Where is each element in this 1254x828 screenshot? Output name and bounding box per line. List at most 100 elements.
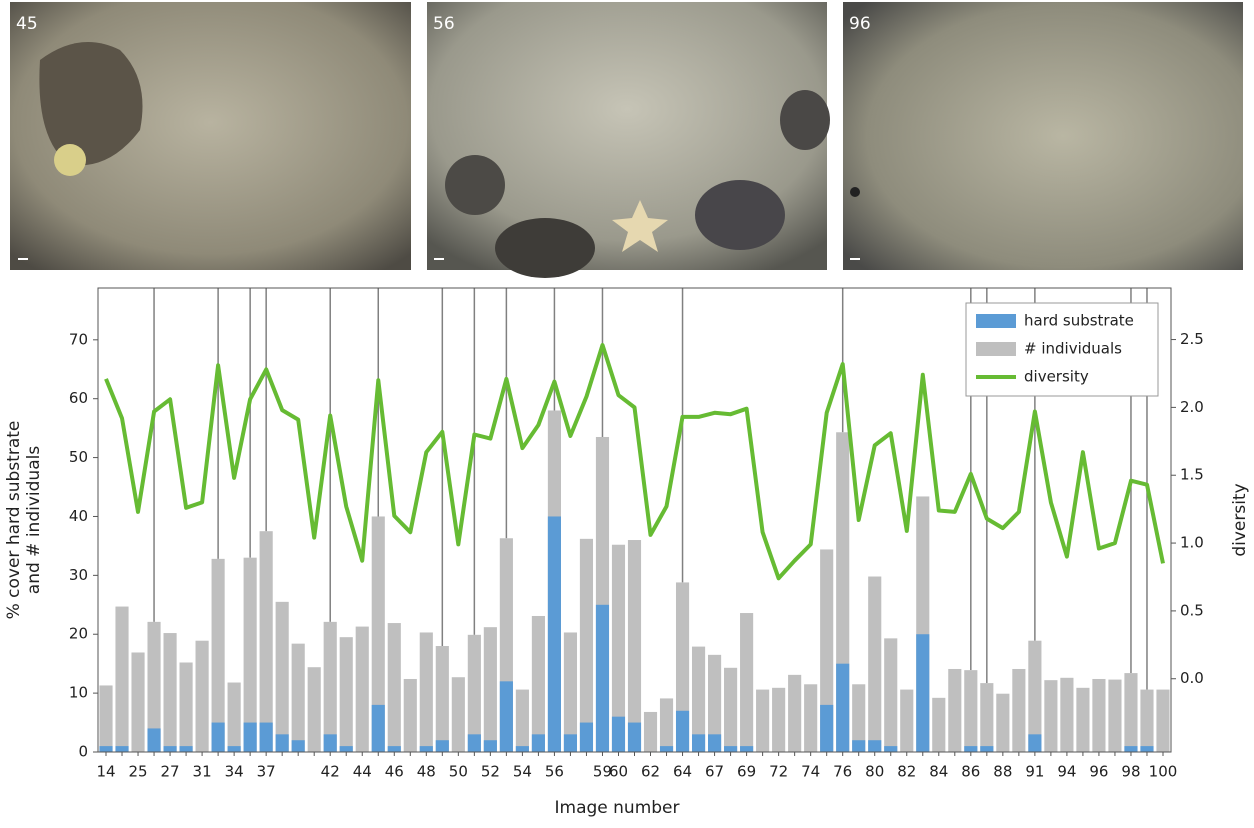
x-tick-label: 31 <box>193 763 212 781</box>
bar <box>900 689 914 752</box>
bar <box>483 627 497 752</box>
bar <box>852 740 866 752</box>
x-tick-label: 80 <box>865 763 884 781</box>
bar <box>99 746 113 752</box>
bar <box>291 740 305 752</box>
bar <box>691 734 706 752</box>
x-tick-label: 25 <box>128 763 147 781</box>
x-tick-label: 27 <box>161 763 180 781</box>
bar <box>435 646 449 752</box>
y2-tick-label: 1.5 <box>1180 466 1204 484</box>
bar <box>419 746 433 752</box>
bar <box>1076 687 1090 752</box>
y-axis-label: and # individuals <box>24 446 44 595</box>
bar <box>1124 673 1138 752</box>
y2-tick-label: 2.5 <box>1180 330 1204 348</box>
bar <box>724 746 738 752</box>
bar <box>675 582 690 752</box>
legend-label: diversity <box>1024 368 1089 386</box>
x-tick-label: 76 <box>833 763 852 781</box>
x-tick-label: 44 <box>353 763 372 781</box>
bar <box>611 716 626 752</box>
bar <box>691 646 706 752</box>
bar <box>1156 689 1170 752</box>
bar <box>243 722 257 752</box>
bar <box>1028 640 1042 752</box>
bar <box>227 746 241 752</box>
x-tick-label: 72 <box>769 763 788 781</box>
bar <box>868 576 882 752</box>
x-tick-label: 50 <box>449 763 468 781</box>
bar <box>756 689 770 752</box>
x-tick-label: 88 <box>993 763 1012 781</box>
bar <box>483 740 497 752</box>
bar <box>820 704 834 752</box>
y-tick-label: 60 <box>69 389 88 407</box>
y-tick-label: 40 <box>69 507 88 525</box>
x-tick-label: 14 <box>96 763 115 781</box>
bar <box>371 516 385 752</box>
x-tick-label: 42 <box>321 763 340 781</box>
y-tick-label: 10 <box>69 684 88 702</box>
bar <box>916 634 930 752</box>
bar <box>131 652 145 752</box>
bar <box>179 662 193 752</box>
bar <box>531 615 545 752</box>
x-tick-label: 69 <box>737 763 756 781</box>
bar <box>980 683 994 752</box>
bar <box>275 601 289 752</box>
bar <box>1124 746 1138 752</box>
x-tick-label: 54 <box>513 763 532 781</box>
bar <box>355 626 369 752</box>
bar <box>579 538 594 752</box>
legend-label: # individuals <box>1024 340 1122 358</box>
line <box>104 343 1165 581</box>
bar <box>499 681 513 752</box>
bar <box>980 746 994 752</box>
photo-label: 56 <box>433 14 455 34</box>
bar <box>243 557 257 752</box>
bar <box>211 722 225 752</box>
bar <box>339 637 353 752</box>
bar <box>211 558 225 752</box>
y2-tick-label: 0.0 <box>1180 669 1204 687</box>
x-tick-label: 56 <box>545 763 564 781</box>
y-axis-label: % cover hard substrate <box>4 421 24 620</box>
x-tick-label: 46 <box>385 763 404 781</box>
x-tick-label: 86 <box>961 763 980 781</box>
bar <box>323 621 337 752</box>
bar <box>563 632 578 752</box>
bar <box>515 746 529 752</box>
bar <box>740 746 754 752</box>
bar <box>724 667 738 752</box>
x-tick-label: 64 <box>673 763 692 781</box>
bar <box>147 621 161 752</box>
bar <box>675 710 690 752</box>
bar <box>852 684 866 752</box>
bar <box>547 516 561 752</box>
bar <box>1060 677 1074 752</box>
bar <box>403 678 417 752</box>
bar <box>195 640 209 752</box>
x-axis-label: Image number <box>555 798 680 818</box>
bar <box>339 746 353 752</box>
bar <box>1028 734 1042 752</box>
bar <box>579 722 594 752</box>
bar <box>227 682 241 752</box>
bar <box>259 722 273 752</box>
legend-label: hard substrate <box>1024 312 1134 330</box>
bar <box>179 746 193 752</box>
x-tick-label: 82 <box>897 763 916 781</box>
bar <box>708 654 722 752</box>
x-tick-label: 48 <box>417 763 436 781</box>
x-tick-label: 37 <box>257 763 276 781</box>
bar <box>515 689 529 752</box>
bar <box>435 740 449 752</box>
bar <box>884 638 898 752</box>
bar <box>659 698 674 752</box>
bar <box>371 704 385 752</box>
bar <box>772 687 786 752</box>
bar <box>259 531 273 752</box>
bar <box>964 670 978 752</box>
